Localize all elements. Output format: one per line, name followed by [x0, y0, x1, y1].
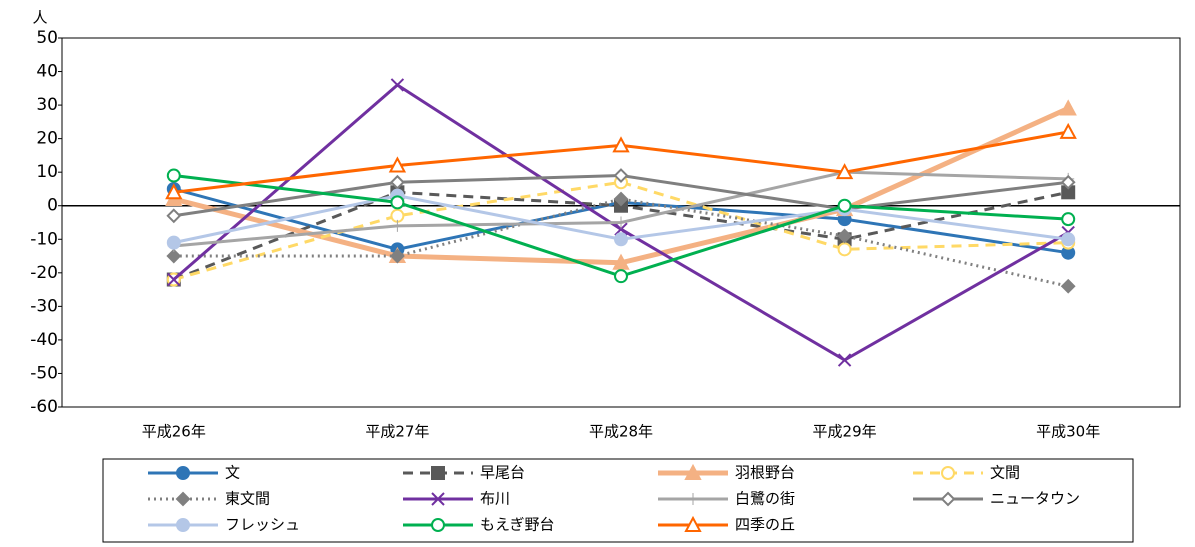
y-tick-label: 50	[36, 28, 58, 48]
plot-area	[61, 37, 1181, 408]
marker	[940, 491, 956, 507]
y-tick-label: 30	[36, 95, 58, 115]
legend-label: 四季の丘	[735, 516, 795, 534]
marker	[684, 463, 702, 480]
legend-label: 白鷺の街	[735, 490, 795, 508]
marker	[389, 174, 405, 190]
marker	[612, 253, 630, 270]
y-tick-label: 20	[36, 129, 58, 149]
series-line	[173, 180, 1069, 281]
x-tick-label: 平成28年	[589, 423, 653, 441]
marker	[1060, 174, 1076, 190]
marker	[613, 168, 629, 183]
legend-label: ニュータウン	[990, 490, 1080, 508]
y-tick-label: -50	[30, 363, 58, 383]
marker	[612, 136, 630, 153]
marker	[1061, 232, 1076, 247]
marker	[166, 168, 181, 183]
legend-label: 文	[225, 464, 240, 482]
marker	[176, 518, 190, 532]
marker	[687, 493, 699, 505]
marker	[390, 78, 405, 92]
legend-label: 羽根野台	[735, 464, 795, 482]
marker	[615, 216, 627, 229]
legend-box	[102, 458, 1134, 543]
marker	[837, 353, 852, 367]
marker	[835, 163, 854, 180]
x-tick-label: 平成26年	[142, 423, 206, 441]
marker	[837, 198, 852, 213]
y-tick-label: 10	[36, 162, 58, 182]
y-tick-label: -10	[30, 229, 58, 249]
legend-label: 早尾台	[480, 464, 525, 482]
legend-label: フレッシュ	[225, 516, 300, 534]
marker	[431, 492, 445, 506]
marker	[166, 248, 182, 264]
marker	[167, 272, 181, 287]
marker	[166, 208, 182, 224]
legend-label: 文間	[990, 464, 1020, 482]
marker	[613, 191, 629, 207]
marker	[431, 518, 445, 532]
marker	[614, 269, 628, 284]
marker	[388, 156, 407, 173]
y-tick-label: -30	[30, 296, 58, 316]
marker	[175, 491, 191, 507]
series-line	[173, 197, 1069, 288]
marker	[837, 242, 852, 257]
x-tick-label: 平成29年	[813, 423, 877, 441]
marker	[1060, 278, 1076, 294]
x-tick-label: 平成27年	[365, 423, 429, 441]
marker	[176, 466, 190, 480]
y-tick-label: -20	[30, 263, 58, 283]
y-tick-label: 0	[47, 196, 58, 216]
marker	[614, 232, 628, 247]
marker	[390, 195, 405, 210]
marker	[389, 248, 405, 264]
marker	[391, 219, 404, 232]
y-tick-label: 40	[36, 62, 58, 82]
marker	[165, 183, 183, 200]
legend-label: 東文間	[225, 490, 270, 508]
marker	[614, 222, 628, 236]
marker	[166, 235, 181, 250]
y-tick-label: -40	[30, 330, 58, 350]
marker	[1059, 99, 1077, 116]
marker	[1061, 212, 1076, 227]
x-tick-label: 平成30年	[1036, 423, 1100, 441]
marker	[431, 466, 445, 480]
legend-label: もえぎ野台	[480, 516, 555, 534]
marker	[941, 466, 955, 480]
y-tick-label: -60	[30, 397, 58, 417]
marker	[1059, 122, 1077, 139]
marker	[684, 515, 702, 532]
y-axis-label: 人	[32, 9, 47, 27]
legend-label: 布川	[480, 490, 510, 508]
marker	[837, 228, 853, 244]
